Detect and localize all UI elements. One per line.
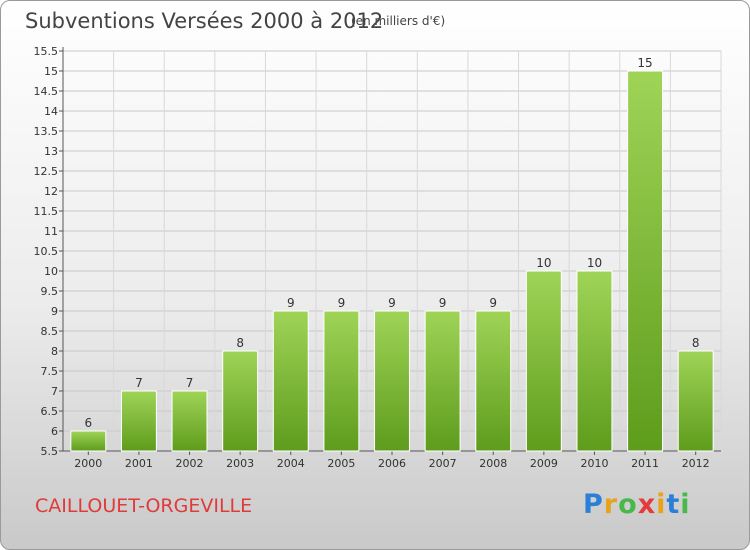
bar-value-label: 10 <box>536 256 551 270</box>
y-tick-label: 9 <box>51 305 58 318</box>
y-tick-label: 15.5 <box>34 45 59 58</box>
y-tick-label: 5.5 <box>41 445 59 458</box>
x-tick-label: 2002 <box>176 457 204 470</box>
x-tick-label: 2012 <box>682 457 710 470</box>
bar-value-label: 15 <box>637 56 652 70</box>
y-tick-label: 10.5 <box>34 245 59 258</box>
chart-subtitle: (en milliers d'€) <box>351 14 446 28</box>
x-tick-label: 2004 <box>277 457 305 470</box>
y-tick-label: 13.5 <box>34 125 59 138</box>
x-tick-label: 2001 <box>125 457 153 470</box>
bars <box>70 70 714 452</box>
x-tick-label: 2006 <box>378 457 406 470</box>
bar-value-label: 6 <box>84 416 92 430</box>
bar-2009 <box>525 270 562 452</box>
chart-title: Subventions Versées 2000 à 2012 <box>25 9 384 33</box>
bar-2012 <box>677 350 714 452</box>
bar-value-label: 9 <box>439 296 447 310</box>
x-tick-label: 2009 <box>530 457 558 470</box>
y-tick-label: 7 <box>51 385 58 398</box>
bar-2011 <box>627 70 664 452</box>
bar-value-label: 7 <box>135 376 143 390</box>
bar-2002 <box>171 390 208 452</box>
x-tick-label: 2008 <box>479 457 507 470</box>
labels: 5.5 6 6.5 7 7.5 8 8.5 9 9.5 10 10.5 11 11.5 12 12.5 13 1… <box>34 45 710 470</box>
bar-2000 <box>70 430 107 452</box>
y-tick-label: 6.5 <box>41 405 59 418</box>
proxiti-logo: Proxiti <box>583 489 691 520</box>
y-tick-label: 8 <box>51 345 58 358</box>
y-tick-label: 14 <box>44 105 58 118</box>
bar-value-label: 9 <box>338 296 346 310</box>
y-tick-label: 14.5 <box>34 85 59 98</box>
y-tick-label: 6 <box>51 425 58 438</box>
x-tick-label: 2011 <box>631 457 659 470</box>
x-tick-label: 2007 <box>429 457 457 470</box>
commune-name: CAILLOUET-ORGEVILLE <box>35 495 253 517</box>
x-tick-label: 2010 <box>580 457 608 470</box>
bar-2003 <box>222 350 259 452</box>
bar-value-label: 8 <box>236 336 244 350</box>
bar-2001 <box>120 390 157 452</box>
bar-value-label: 9 <box>489 296 497 310</box>
y-tick-label: 10 <box>44 265 58 278</box>
bar-2004 <box>272 310 309 452</box>
x-tick-label: 2005 <box>327 457 355 470</box>
bar-2008 <box>475 310 512 452</box>
bar-value-label: 8 <box>692 336 700 350</box>
y-tick-label: 11 <box>44 225 58 238</box>
bar-2006 <box>374 310 410 452</box>
bar-value-label: 10 <box>587 256 602 270</box>
y-tick-label: 7.5 <box>41 365 59 378</box>
bar-value-label: 7 <box>186 376 194 390</box>
y-tick-label: 12.5 <box>34 165 59 178</box>
y-tick-label: 12 <box>44 185 58 198</box>
bar-value-label: 9 <box>287 296 295 310</box>
x-tick-label: 2003 <box>226 457 254 470</box>
y-tick-label: 15 <box>44 65 58 78</box>
bar-value-label: 9 <box>388 296 396 310</box>
y-tick-label: 8.5 <box>41 325 59 338</box>
bar-2010 <box>576 270 613 452</box>
y-tick-label: 11.5 <box>34 205 59 218</box>
y-tick-label: 13 <box>44 145 58 158</box>
bar-2005 <box>323 310 360 452</box>
x-tick-label: 2000 <box>74 457 102 470</box>
y-tick-label: 9.5 <box>41 285 59 298</box>
bar-2007 <box>424 310 461 452</box>
